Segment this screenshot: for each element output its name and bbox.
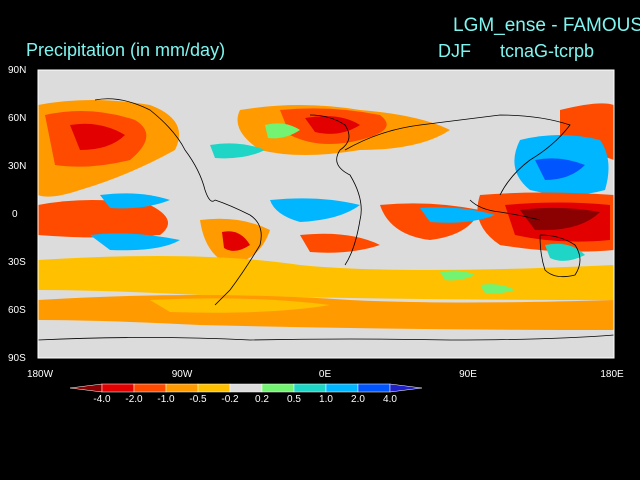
colorbar-swatch: [197, 383, 231, 393]
colorbar-tick-label: -2.0: [125, 394, 143, 405]
lat-tick-label: 90N: [8, 65, 27, 76]
colorbar-tick-label: -1.0: [157, 394, 175, 405]
lon-tick-label: 180E: [600, 369, 624, 380]
colorbar-swatch: [357, 383, 391, 393]
colorbar-swatch: [229, 383, 263, 393]
lat-tick-label: 30S: [8, 257, 26, 268]
experiment-label: tcnaG-tcrpb: [500, 41, 595, 61]
lat-tick-label: 60N: [8, 113, 27, 124]
colorbar: [69, 383, 423, 393]
lon-tick-label: 180W: [26, 369, 54, 380]
lat-tick-label: 30N: [8, 161, 27, 172]
lat-tick-label: 60S: [8, 305, 26, 316]
lon-tick-label: 90W: [171, 369, 193, 380]
colorbar-tick-label: 0.5: [287, 394, 301, 405]
colorbar-tick-label: -4.0: [93, 394, 111, 405]
colorbar-swatch: [165, 383, 199, 393]
lon-tick-label: 90E: [459, 369, 477, 380]
colorbar-swatch: [101, 383, 135, 393]
figure-title: LGM_ense - FAMOUS: [453, 15, 640, 36]
colorbar-tick-label: -0.5: [189, 394, 207, 405]
colorbar-swatch: [261, 383, 295, 393]
season-label: DJF: [438, 41, 471, 61]
colorbar-swatch: [69, 383, 103, 393]
precip-field: [38, 70, 614, 358]
colorbar-swatch: [133, 383, 167, 393]
map-frame: [37, 69, 615, 359]
colorbar-tick-label: 4.0: [383, 394, 397, 405]
colorbar-swatch: [389, 383, 423, 393]
lat-tick-label: 90S: [8, 353, 26, 364]
colorbar-tick-label: 0.2: [255, 394, 269, 405]
colorbar-tick-label: 1.0: [319, 394, 333, 405]
colorbar-swatch: [325, 383, 359, 393]
lat-tick-label: 0: [12, 209, 18, 220]
coastlines: [38, 98, 614, 341]
lon-tick-label: 0E: [318, 369, 332, 380]
variable-title: Precipitation (in mm/day): [26, 40, 226, 60]
colorbar-tick-label: 2.0: [351, 394, 365, 405]
colorbar-tick-label: -0.2: [221, 394, 239, 405]
colorbar-swatch: [293, 383, 327, 393]
